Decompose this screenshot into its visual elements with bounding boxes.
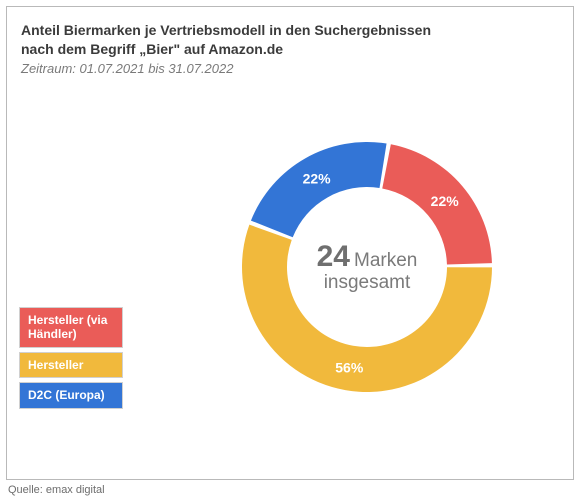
legend-item: Hersteller <box>19 352 123 378</box>
title-line-1: Anteil Biermarken je Vertriebsmodell in … <box>21 22 431 38</box>
donut-slice-d2c_europa <box>251 142 387 237</box>
chart-subtitle: Zeitraum: 01.07.2021 bis 31.07.2022 <box>21 61 541 76</box>
slice-pct-hersteller_via_haendler: 22% <box>431 193 460 209</box>
legend-item: Hersteller (via Händler) <box>19 307 123 348</box>
slice-pct-d2c_europa: 22% <box>303 170 332 186</box>
legend: Hersteller (via Händler) Hersteller D2C (E… <box>19 307 123 413</box>
donut-svg: 22% 56% 22% <box>217 117 517 417</box>
title-line-2: nach dem Begriff „Bier" auf Amazon.de <box>21 41 283 57</box>
chart-header: Anteil Biermarken je Vertriebsmodell in … <box>21 21 541 76</box>
legend-item: D2C (Europa) <box>19 382 123 408</box>
chart-title: Anteil Biermarken je Vertriebsmodell in … <box>21 21 541 59</box>
chart-frame: Anteil Biermarken je Vertriebsmodell in … <box>6 6 574 480</box>
slice-pct-hersteller: 56% <box>335 359 364 375</box>
donut-chart: 22%56%22% 24Marken insgesamt <box>217 117 517 417</box>
source-line: Quelle: emax digital <box>8 484 105 496</box>
